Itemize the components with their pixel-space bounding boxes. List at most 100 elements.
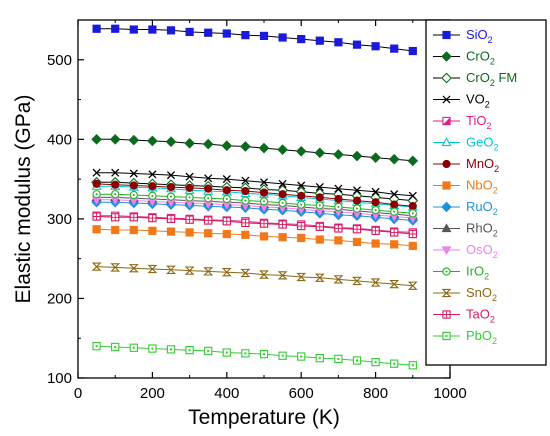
data-point: [166, 171, 176, 180]
data-point: [259, 197, 269, 206]
data-point: [111, 180, 120, 189]
data-point: [352, 196, 362, 205]
data-point: [315, 222, 324, 231]
data-point: [390, 359, 399, 368]
data-point: [371, 198, 380, 207]
data-point: [129, 25, 138, 34]
series-line: [96, 228, 413, 247]
data-point: [111, 213, 120, 222]
data-point: [408, 191, 417, 200]
data-point: [408, 202, 417, 211]
series-line: [96, 216, 413, 235]
y-tick-label: 200: [47, 290, 72, 307]
data-point: [352, 225, 362, 234]
data-point: [129, 343, 138, 352]
legend-marker: [442, 331, 451, 341]
legend-item: TiO2: [433, 113, 491, 131]
data-point: [408, 361, 417, 370]
y-tick-label: 100: [47, 370, 72, 387]
data-point: [222, 229, 231, 239]
legend-marker: [441, 72, 452, 84]
legend-label: PbO2: [466, 328, 497, 346]
legend-marker: [442, 30, 451, 40]
data-point: [278, 33, 287, 42]
data-point: [166, 345, 176, 354]
data-point: [185, 346, 194, 355]
legend-marker: [441, 51, 452, 62]
x-tick-label: 1000: [433, 385, 466, 402]
legend-item: SnO2: [433, 285, 497, 303]
data-point: [204, 174, 213, 183]
data-point: [185, 27, 194, 37]
data-point: [315, 235, 324, 244]
data-point: [389, 279, 400, 289]
legend-marker: [441, 223, 452, 233]
data-point: [184, 266, 195, 275]
data-point: [204, 216, 213, 225]
data-point: [222, 217, 231, 226]
data-point: [352, 356, 362, 365]
series-line: [96, 138, 413, 162]
data-point: [241, 186, 250, 196]
data-point: [259, 219, 269, 228]
data-point: [296, 272, 307, 282]
data-point: [370, 152, 381, 163]
data-point: [314, 147, 326, 159]
data-point: [240, 268, 251, 278]
series-line: [96, 172, 413, 197]
series-points: [92, 211, 417, 237]
data-point: [241, 218, 250, 228]
data-point: [388, 153, 400, 165]
data-point: [407, 155, 419, 167]
data-point: [371, 205, 380, 215]
data-point: [166, 182, 176, 192]
data-point: [165, 136, 177, 148]
series-points: [92, 342, 417, 370]
data-point: [185, 215, 194, 224]
data-point: [408, 209, 417, 218]
data-point: [91, 134, 102, 145]
series-points: [92, 212, 417, 239]
data-point: [371, 239, 380, 248]
data-point: [241, 196, 250, 205]
legend-marker: [442, 95, 451, 104]
data-point: [352, 186, 362, 195]
data-point: [334, 202, 343, 212]
legend: SiO2 CrO2 CrO2 FM VO2 TiO2 GeO2 MnO2 NbO2 RuO2 Rh…: [425, 19, 547, 366]
data-point: [185, 172, 194, 181]
data-point: [333, 275, 344, 284]
data-point: [297, 221, 306, 231]
data-point: [128, 134, 140, 146]
legend-item: VO2: [433, 92, 490, 110]
legend-marker: [442, 181, 451, 190]
data-point: [352, 40, 362, 49]
data-point: [278, 351, 287, 360]
data-point: [92, 225, 101, 234]
legend-item: TaO2: [433, 307, 495, 325]
legend-item: OsO2: [433, 242, 498, 260]
x-tick-label: 600: [289, 385, 314, 402]
data-point: [204, 28, 213, 37]
data-point: [129, 169, 138, 178]
data-point: [315, 353, 324, 363]
series-points: [92, 24, 417, 56]
data-point: [352, 237, 362, 247]
data-point: [408, 241, 417, 251]
data-point: [129, 181, 138, 190]
data-point: [111, 342, 120, 352]
legend-item: NbO2: [433, 178, 498, 196]
data-point: [258, 142, 270, 154]
legend-label: CrO2: [466, 49, 495, 67]
data-point: [222, 348, 231, 357]
data-point: [240, 141, 251, 152]
data-point: [110, 263, 121, 272]
data-point: [407, 281, 418, 290]
data-point: [166, 265, 176, 274]
data-point: [371, 187, 380, 196]
legend-label: TiO2: [466, 113, 491, 131]
data-point: [111, 190, 120, 199]
data-point: [297, 352, 306, 361]
data-point: [147, 135, 158, 147]
legend-label: TaO2: [466, 307, 495, 325]
data-point: [390, 240, 399, 249]
